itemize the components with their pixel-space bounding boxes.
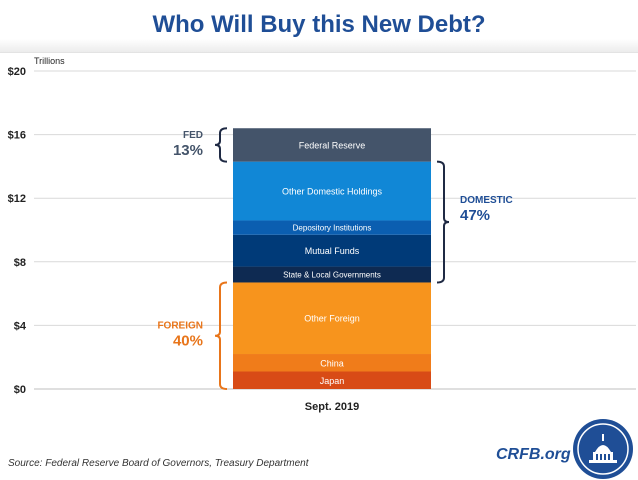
segment-label: Mutual Funds bbox=[305, 246, 360, 256]
segment-label: China bbox=[320, 358, 344, 368]
bar-segment bbox=[233, 128, 431, 162]
bar-segment bbox=[233, 161, 431, 221]
y-tick-label: $20 bbox=[8, 66, 26, 78]
group-share: 13% bbox=[173, 142, 203, 159]
unit-label: Trillions bbox=[34, 56, 65, 66]
bar-segment bbox=[233, 234, 431, 267]
fed-bracket bbox=[214, 127, 228, 163]
capitol-seal-icon bbox=[573, 419, 633, 479]
y-tick-label: $4 bbox=[14, 320, 27, 332]
segment-label: Federal Reserve bbox=[299, 140, 366, 150]
y-tick-label: $16 bbox=[8, 130, 26, 142]
group-label: FOREIGN bbox=[157, 321, 203, 332]
bar-segment bbox=[233, 354, 431, 372]
domestic-bracket bbox=[436, 160, 450, 284]
group-share: 40% bbox=[173, 333, 203, 350]
y-tick-label: $0 bbox=[14, 384, 26, 396]
bar-segment bbox=[233, 220, 431, 235]
source-note: Source: Federal Reserve Board of Governo… bbox=[8, 458, 309, 469]
site-link[interactable]: CRFB.org bbox=[496, 446, 571, 463]
page-title: Who Will Buy this New Debt? bbox=[152, 11, 486, 38]
bar-segment bbox=[233, 282, 431, 355]
bar-segment bbox=[233, 371, 431, 389]
group-label: FED bbox=[183, 130, 203, 141]
title-band bbox=[0, 0, 638, 53]
y-tick-label: $12 bbox=[8, 193, 26, 205]
group-label: DOMESTIC bbox=[460, 195, 513, 206]
segment-label: State & Local Governments bbox=[283, 271, 381, 280]
x-category-label: Sept. 2019 bbox=[305, 401, 359, 413]
group-share: 47% bbox=[460, 207, 490, 224]
y-tick-label: $8 bbox=[14, 257, 26, 269]
bar-segment bbox=[233, 266, 431, 283]
segment-label: Depository Institutions bbox=[293, 224, 372, 233]
segment-label: Japan bbox=[320, 376, 345, 386]
segment-label: Other Foreign bbox=[304, 314, 360, 324]
segment-label: Other Domestic Holdings bbox=[282, 187, 383, 197]
foreign-bracket bbox=[214, 281, 228, 390]
